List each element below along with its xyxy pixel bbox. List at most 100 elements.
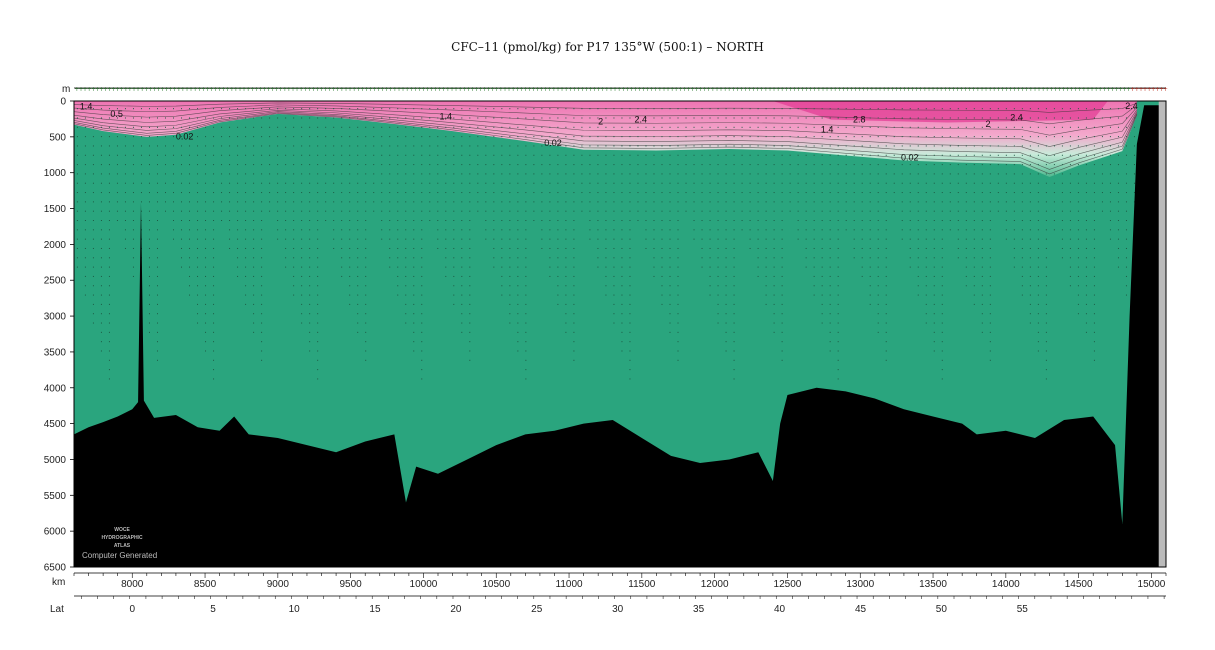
- sample-dot: [581, 210, 583, 212]
- sample-dot: [373, 126, 375, 128]
- sample-dot: [437, 210, 439, 212]
- sample-dot: [941, 378, 943, 380]
- sample-dot: [989, 238, 991, 240]
- sample-dot: [1133, 108, 1135, 110]
- sample-dot: [661, 154, 663, 156]
- sample-dot: [461, 136, 463, 138]
- sample-dot: [116, 182, 118, 184]
- sample-dot: [156, 210, 158, 212]
- sample-dot: [156, 350, 158, 352]
- sample-dot: [645, 117, 647, 119]
- sample-dot: [277, 164, 279, 166]
- sample-dot: [629, 238, 631, 240]
- sample-dot: [421, 378, 423, 380]
- sample-dot: [669, 303, 671, 305]
- sample-dot: [213, 285, 215, 287]
- sample-dot: [941, 117, 943, 119]
- sample-dot: [853, 247, 855, 249]
- sample-dot: [677, 266, 679, 268]
- sample-dot: [469, 359, 471, 361]
- sample-dot: [108, 331, 110, 333]
- sample-dot: [493, 136, 495, 138]
- sample-dot: [717, 136, 719, 138]
- sample-dot: [877, 303, 879, 305]
- sample-dot: [845, 201, 847, 203]
- sample-dot: [893, 173, 895, 175]
- lat-tick-label: 45: [855, 604, 867, 615]
- sample-dot: [573, 238, 575, 240]
- sample-dot: [116, 108, 118, 110]
- sample-dot: [405, 201, 407, 203]
- sample-dot: [949, 164, 951, 166]
- station-marker: +: [478, 86, 483, 93]
- sample-dot: [1029, 117, 1031, 119]
- sample-dot: [525, 285, 527, 287]
- sample-dot: [116, 201, 118, 203]
- sample-dot: [765, 164, 767, 166]
- station-marker: +: [315, 86, 320, 93]
- sample-dot: [1125, 126, 1127, 128]
- sample-dot: [1013, 145, 1015, 147]
- sample-dot: [517, 108, 519, 110]
- station-marker: +: [967, 86, 972, 93]
- sample-dot: [989, 303, 991, 305]
- sample-dot: [485, 201, 487, 203]
- sample-dot: [237, 192, 239, 194]
- sample-dot: [365, 238, 367, 240]
- sample-dot: [693, 201, 695, 203]
- sample-dot: [1125, 173, 1127, 175]
- station-marker: +: [641, 86, 646, 93]
- sample-dot: [1117, 182, 1119, 184]
- sample-dot: [941, 322, 943, 324]
- sample-dot: [1037, 350, 1039, 352]
- sample-dot: [797, 154, 799, 156]
- sample-dot: [1093, 257, 1095, 259]
- sample-dot: [629, 182, 631, 184]
- sample-dot: [365, 220, 367, 222]
- sample-dot: [813, 238, 815, 240]
- y-tick-label: 2000: [44, 240, 67, 251]
- sample-dot: [581, 136, 583, 138]
- sample-dot: [84, 108, 86, 110]
- sample-dot: [717, 313, 719, 315]
- sample-dot: [317, 210, 319, 212]
- sample-dot: [261, 145, 263, 147]
- lat-tick-label: 20: [450, 604, 462, 615]
- sample-dot: [933, 154, 935, 156]
- sample-dot: [357, 238, 359, 240]
- sample-dot: [421, 303, 423, 305]
- sample-dot: [781, 126, 783, 128]
- sample-dot: [165, 145, 166, 147]
- sample-dot: [613, 210, 615, 212]
- sample-dot: [973, 136, 975, 138]
- sample-dot: [709, 229, 711, 231]
- sample-dot: [1125, 210, 1127, 212]
- sample-dot: [245, 173, 247, 175]
- sample-dot: [76, 192, 78, 194]
- sample-dot: [1013, 182, 1015, 184]
- sample-dot: [829, 126, 831, 128]
- sample-dot: [597, 238, 599, 240]
- sample-dot: [1133, 173, 1135, 175]
- sample-dot: [677, 145, 679, 147]
- station-marker: +: [625, 86, 630, 93]
- station-marker: +: [812, 86, 817, 93]
- sample-dot: [1093, 192, 1095, 194]
- sample-dot: [653, 210, 655, 212]
- station-marker: +: [1159, 86, 1164, 93]
- sample-dot: [1093, 136, 1095, 138]
- sample-dot: [132, 108, 134, 110]
- sample-dot: [869, 126, 871, 128]
- sample-dot: [1021, 117, 1023, 119]
- sample-dot: [565, 247, 567, 249]
- sample-dot: [725, 331, 727, 333]
- sample-dot: [821, 303, 823, 305]
- station-marker: +: [502, 86, 507, 93]
- sample-dot: [197, 145, 199, 147]
- sample-dot: [365, 359, 367, 361]
- sample-dot: [173, 154, 175, 156]
- sample-dot: [517, 210, 519, 212]
- sample-dot: [677, 331, 679, 333]
- sample-dot: [84, 285, 86, 287]
- station-marker: +: [613, 86, 618, 93]
